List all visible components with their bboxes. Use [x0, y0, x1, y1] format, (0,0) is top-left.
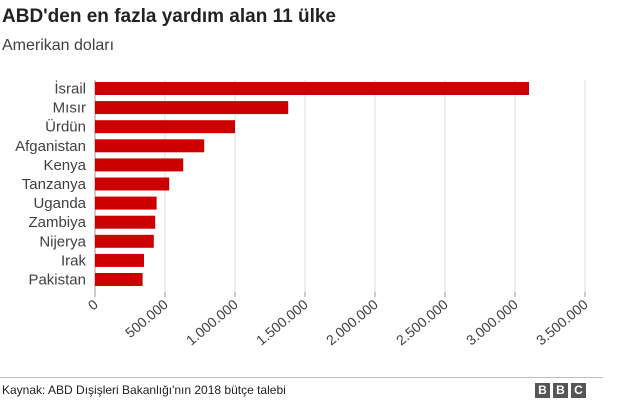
- category-label: Mısır: [53, 100, 86, 117]
- bbc-logo: B B C: [535, 383, 586, 398]
- x-tick-label: 3.500.000: [533, 296, 591, 348]
- bar: [95, 253, 144, 267]
- bar: [95, 177, 170, 191]
- x-tick-label: 2.500.000: [393, 296, 451, 348]
- category-label: Afganistan: [15, 138, 86, 155]
- x-tick-label: 2.000.000: [323, 296, 381, 348]
- bbc-logo-letter: B: [535, 383, 550, 398]
- bar: [95, 101, 289, 115]
- bar: [95, 82, 529, 95]
- footer-divider: [0, 377, 603, 378]
- category-label: Uganda: [33, 195, 86, 212]
- category-label: Nijerya: [39, 233, 86, 250]
- bar: [95, 273, 143, 286]
- bar-layer: [95, 82, 529, 286]
- x-tick-label: 0: [85, 296, 101, 313]
- bar: [95, 120, 235, 134]
- category-label: Kenya: [43, 157, 86, 174]
- x-tick-label: 1.500.000: [253, 296, 311, 348]
- source-note: Kaynak: ABD Dışişleri Bakanlığı'nın 2018…: [2, 383, 286, 397]
- category-label: Irak: [61, 252, 87, 269]
- bar: [95, 234, 154, 248]
- x-tick-label: 1.000.000: [183, 296, 241, 348]
- category-label: İsrail: [54, 80, 86, 98]
- category-label: Ürdün: [45, 118, 86, 136]
- category-label: Zambiya: [28, 214, 86, 231]
- bar: [95, 215, 156, 229]
- bar: [95, 158, 184, 172]
- category-label: Pakistan: [28, 272, 86, 289]
- chart-subtitle: Amerikan doları: [2, 37, 115, 54]
- bar: [95, 139, 205, 153]
- tick-label-layer: 0 500.000 1.000.000 1.500.000 2.000.000 2.500…: [85, 296, 591, 348]
- bar: [95, 196, 157, 210]
- bbc-logo-letter: B: [553, 383, 568, 398]
- bbc-logo-letter: C: [571, 383, 586, 398]
- category-label: Tanzanya: [22, 176, 87, 193]
- x-tick-label: 500.000: [122, 296, 171, 341]
- chart-title: ABD'den en fazla yardım alan 11 ülke: [2, 6, 336, 27]
- grid-layer: [94, 80, 586, 297]
- x-tick-label: 3.000.000: [463, 296, 521, 348]
